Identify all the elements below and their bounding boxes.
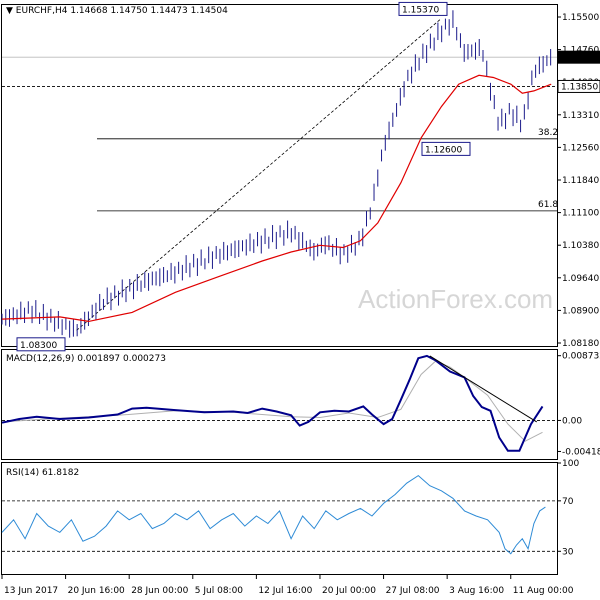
macd-series: 0.008732 0.00 -0.004184 [1,352,600,457]
ohlc-open: 1.14668 [70,6,107,16]
price-annotation-label: 1.15370 [402,5,439,15]
rsi-tick-label: 70 [562,497,574,507]
ohlc-high: 1.14750 [110,6,147,16]
price-tick-label: 1.08180 [562,339,599,349]
price-badge [557,79,600,93]
price-tick-label: 1.08900 [562,306,599,316]
price-tick-label: 1.09640 [562,274,599,284]
rsi-label: RSI(14) 61.8182 [6,468,79,478]
x-tick-label: 28 Jun 00:00 [131,586,188,596]
price-tick-label: 1.14760 [562,46,599,56]
fib-level-label: 38.2 [538,128,558,138]
rsi-line [1,474,546,555]
price-tick-label: 1.11100 [562,209,599,219]
chart-title: ▼ EURCHF,H4 1.14668 1.14750 1.14473 1.14… [6,6,228,16]
price-annotation-box [16,337,66,352]
ohlc-close: 1.14504 [191,6,228,16]
symbol-timeframe: EURCHF,H4 [16,6,68,16]
x-tick-label: 5 Jul 08:00 [195,586,244,596]
rsi-tick-label: 100 [562,459,579,469]
price-panel-frame [1,4,558,347]
price-tick-label: 1.13310 [562,111,599,121]
ohlc-low: 1.14473 [151,6,188,16]
price-annotation-box [398,1,448,16]
rsi-tick-label: 30 [562,547,574,557]
fib-level-label: 61.8 [538,200,558,210]
price-series [1,10,552,338]
price-annotation-box [421,141,471,156]
macd-main-line [1,354,544,452]
price-badge-label: 1.13850 [561,82,598,92]
price-tick-label: 1.10380 [562,241,599,251]
price-badge-label: 1.14504 [561,53,598,63]
rsi-panel-frame [1,462,558,575]
x-axis: 13 Jun 2017 20 Jun 16:00 28 Jun 00:00 5 Jul… [1,575,574,596]
macd-tick-label: -0.004184 [562,447,600,457]
macd-tick-label: 0.008732 [562,352,600,362]
price-badge [557,50,600,64]
x-tick-label: 3 Aug 16:00 [449,586,504,596]
x-tick-label: 12 Jul 16:00 [258,586,312,596]
x-tick-label: 20 Jun 16:00 [68,586,125,596]
x-tick-label: 27 Jul 08:00 [386,586,440,596]
macd-trendline [429,355,538,423]
ma-line [1,74,552,323]
macd-label: MACD(12,26,9) 0.001897 0.000273 [6,354,166,364]
watermark: ActionForex.com [358,284,553,314]
macd-tick-label: 0.00 [562,416,582,426]
price-tick-label: 1.12560 [562,143,599,153]
price-tick-label: 1.11840 [562,176,599,186]
rsi-series: 100 70 30 [1,459,579,557]
price-annotations: 1.15370 1.12600 1.08300 1.14504 1.13850 [16,1,600,352]
x-tick-label: 20 Jul 00:00 [322,586,376,596]
price-tick-label: 1.15500 [562,13,599,23]
title-arrow: ▼ [6,6,13,16]
x-tick-label: 11 Aug 00:00 [513,586,574,596]
macd-panel-frame [1,349,558,460]
macd-signal-line [1,360,543,442]
price-annotation-label: 1.08300 [20,341,57,351]
price-annotation-label: 1.12600 [425,145,462,155]
x-tick-label: 13 Jun 2017 [4,586,58,596]
